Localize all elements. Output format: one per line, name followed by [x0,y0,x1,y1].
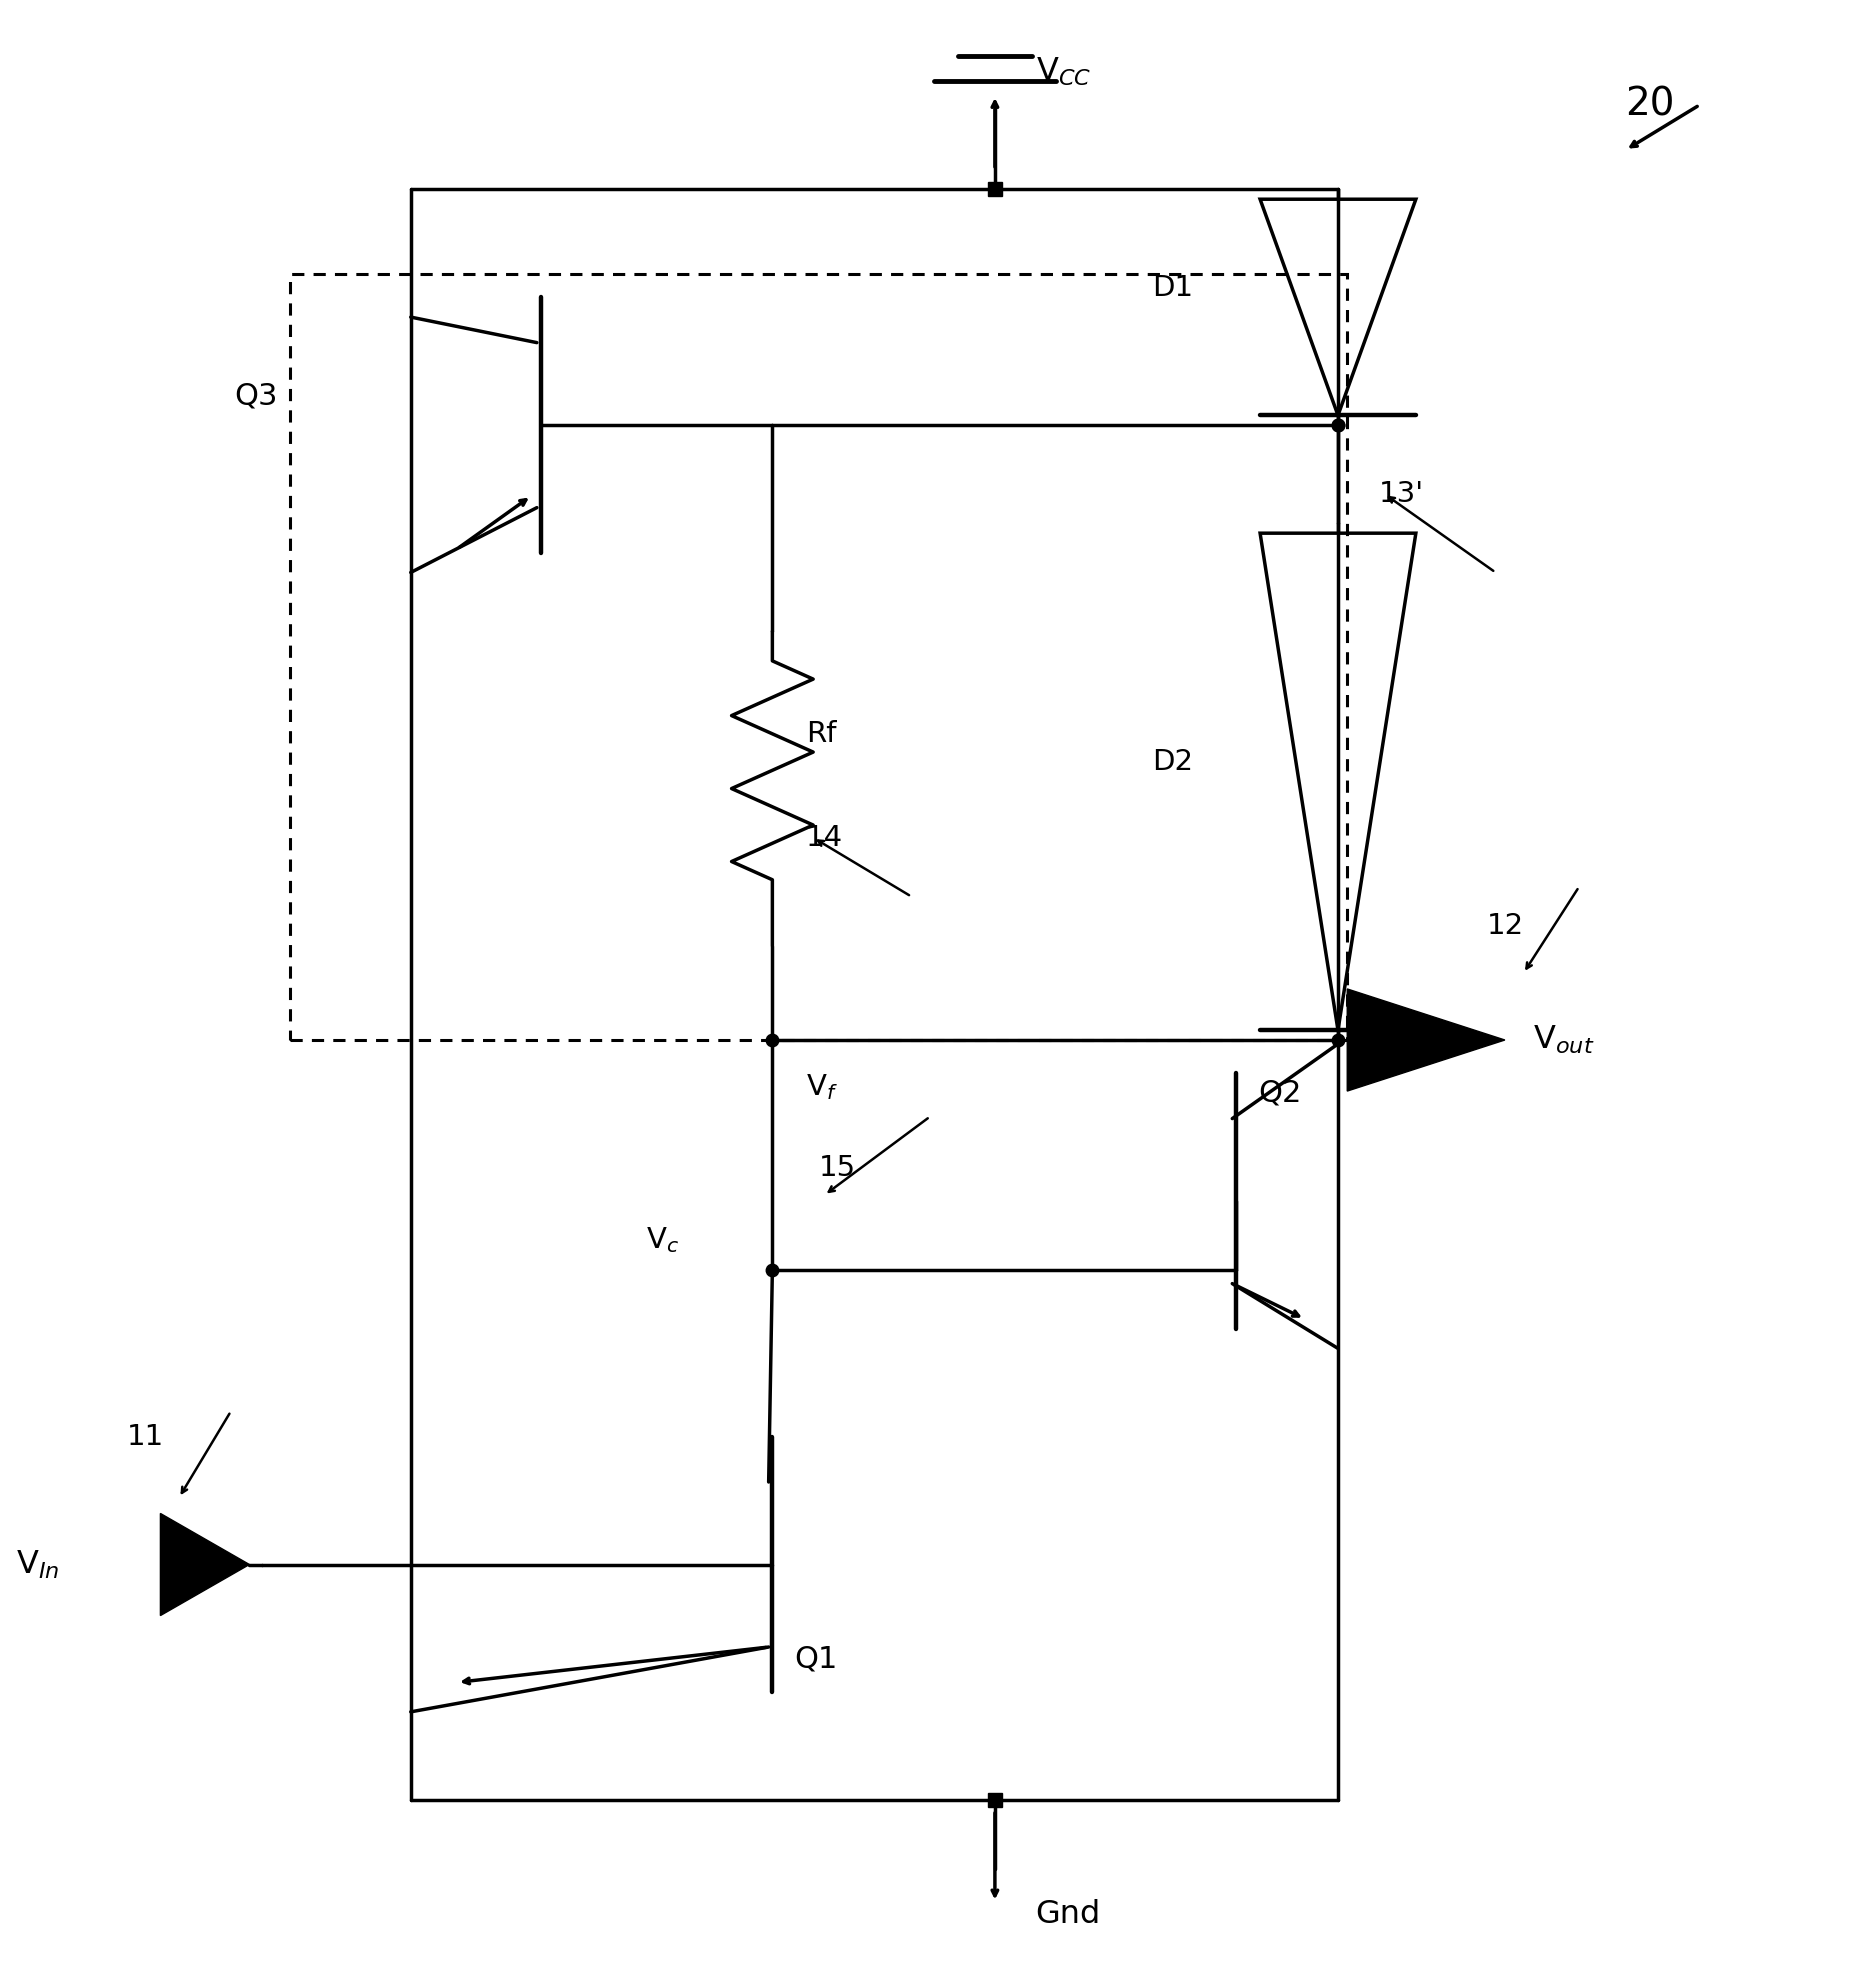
Text: V$_f$: V$_f$ [805,1072,837,1101]
Text: 12: 12 [1486,912,1523,940]
Text: D2: D2 [1153,749,1194,776]
Text: 13': 13' [1378,481,1425,508]
Text: Rf: Rf [805,719,837,747]
Text: 14: 14 [805,823,843,851]
Bar [290,274,1347,1040]
Text: 11: 11 [126,1422,164,1450]
Text: Q2: Q2 [1257,1078,1302,1107]
Text: D1: D1 [1153,274,1194,301]
Polygon shape [160,1513,249,1615]
Text: V$_{CC}$: V$_{CC}$ [1036,55,1092,89]
Text: 15: 15 [818,1154,856,1182]
Text: Q1: Q1 [794,1645,839,1673]
Text: 20: 20 [1626,87,1674,124]
Text: Gnd: Gnd [1036,1899,1101,1931]
Polygon shape [1347,989,1505,1091]
Text: V$_{out}$: V$_{out}$ [1533,1024,1594,1056]
Text: V$_{In}$: V$_{In}$ [15,1548,60,1580]
Text: V$_c$: V$_c$ [645,1225,679,1255]
Text: Q3: Q3 [234,380,279,410]
